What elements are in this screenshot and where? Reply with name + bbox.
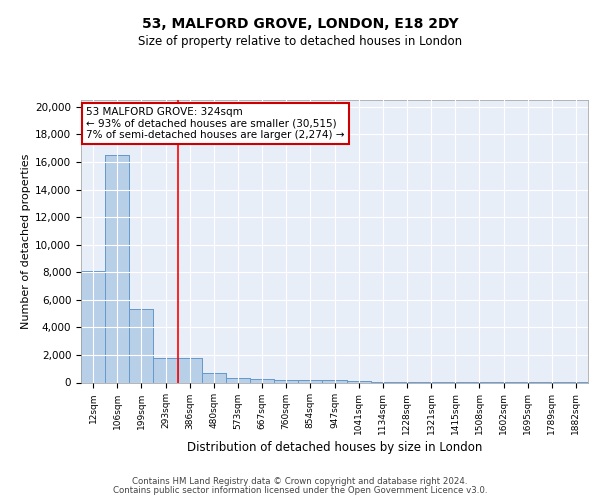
Bar bbox=[298, 380, 322, 382]
Bar bbox=[154, 358, 178, 382]
Bar bbox=[322, 380, 347, 382]
Bar bbox=[274, 380, 298, 382]
Bar bbox=[347, 381, 371, 382]
Bar bbox=[129, 310, 154, 382]
Y-axis label: Number of detached properties: Number of detached properties bbox=[21, 154, 31, 329]
Bar bbox=[298, 380, 322, 382]
Bar bbox=[202, 373, 226, 382]
Text: 53, MALFORD GROVE, LONDON, E18 2DY: 53, MALFORD GROVE, LONDON, E18 2DY bbox=[142, 18, 458, 32]
Bar bbox=[178, 358, 202, 382]
Bar bbox=[347, 381, 371, 382]
Bar bbox=[250, 379, 274, 382]
Bar bbox=[81, 271, 105, 382]
Bar bbox=[105, 155, 129, 382]
Bar bbox=[226, 378, 250, 382]
Text: Size of property relative to detached houses in London: Size of property relative to detached ho… bbox=[138, 35, 462, 48]
Bar bbox=[226, 378, 250, 382]
Bar bbox=[129, 310, 154, 382]
Bar bbox=[178, 358, 202, 382]
Text: Contains HM Land Registry data © Crown copyright and database right 2024.: Contains HM Land Registry data © Crown c… bbox=[132, 477, 468, 486]
Bar bbox=[81, 271, 105, 382]
Text: Contains public sector information licensed under the Open Government Licence v3: Contains public sector information licen… bbox=[113, 486, 487, 495]
Bar bbox=[202, 373, 226, 382]
Bar bbox=[322, 380, 347, 382]
Bar bbox=[274, 380, 298, 382]
Text: 53 MALFORD GROVE: 324sqm
← 93% of detached houses are smaller (30,515)
7% of sem: 53 MALFORD GROVE: 324sqm ← 93% of detach… bbox=[86, 107, 344, 140]
Bar bbox=[105, 155, 129, 382]
X-axis label: Distribution of detached houses by size in London: Distribution of detached houses by size … bbox=[187, 442, 482, 454]
Bar bbox=[154, 358, 178, 382]
Bar bbox=[250, 379, 274, 382]
